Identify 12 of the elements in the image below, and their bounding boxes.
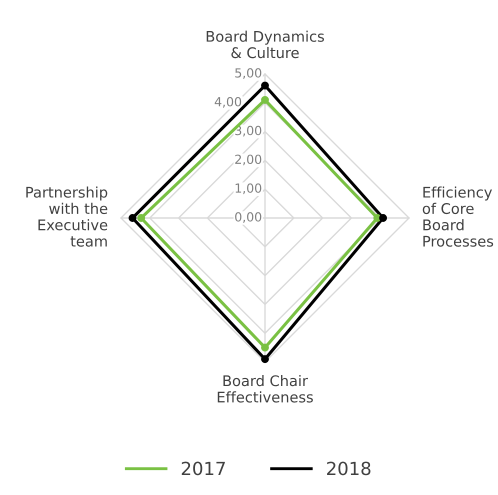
y-tick-label: 5,00 bbox=[235, 68, 262, 79]
spoke-label: Board Chair Effectiveness bbox=[218, 374, 313, 403]
y-tick-label: 3,00 bbox=[235, 126, 262, 136]
spoke-label: Partnership with the Executive team bbox=[26, 186, 108, 247]
y-tick-label: 1,00 bbox=[236, 183, 262, 194]
legend-label: 2017 bbox=[182, 462, 225, 476]
spoke-label: Board Dynamics & Culture bbox=[206, 30, 324, 58]
y-tick-label: 2,00 bbox=[235, 154, 262, 166]
legend-label: 2018 bbox=[327, 462, 370, 476]
y-tick-label: 0,00 bbox=[235, 212, 262, 223]
y-tick-label: 4,00 bbox=[214, 96, 242, 108]
spoke-label: Efficiency of Core Board Processes bbox=[422, 186, 494, 247]
